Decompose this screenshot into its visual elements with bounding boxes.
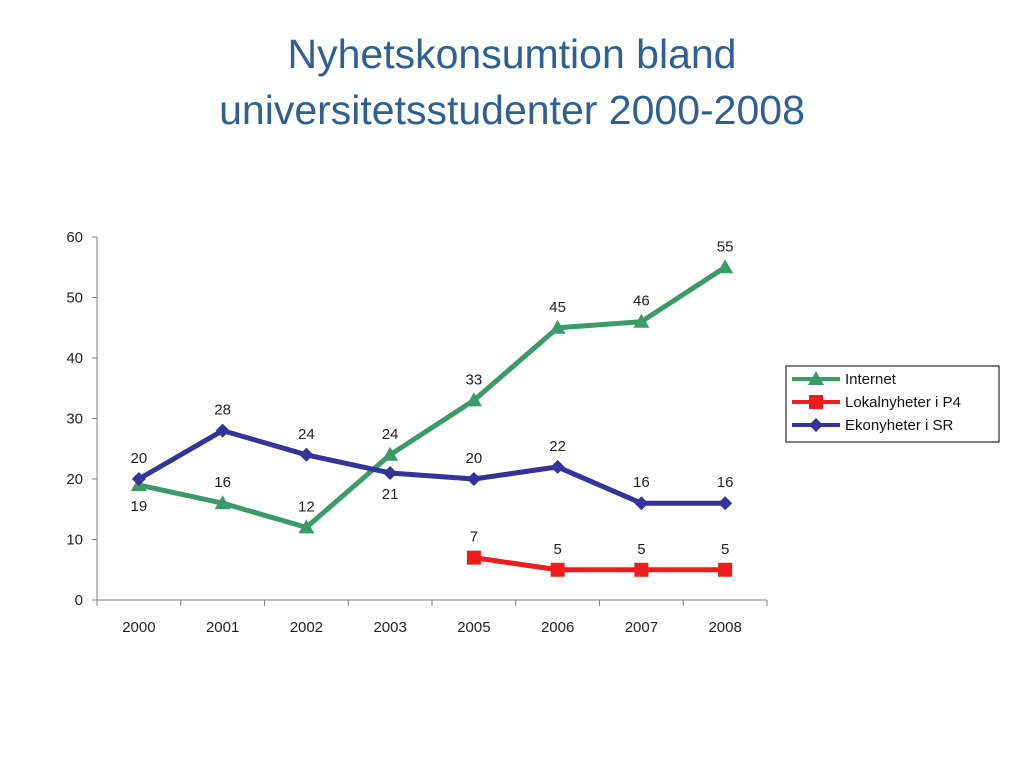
y-tick-label: 20 — [66, 471, 83, 488]
data-point-ekonyheter-i-sr — [466, 472, 481, 486]
legend-marker-internet — [808, 371, 824, 385]
x-tick-label: 2001 — [206, 619, 239, 636]
data-point-lokalnyheter-i-p4 — [466, 550, 481, 565]
x-tick-label: 2003 — [373, 619, 406, 636]
data-point-ekonyheter-i-sr — [550, 459, 565, 474]
data-label-ekonyheter-i-sr: 20 — [466, 450, 483, 467]
data-label-ekonyheter-i-sr: 16 — [717, 474, 734, 491]
data-point-internet — [633, 313, 650, 328]
data-label-lokalnyheter-i-p4: 5 — [553, 541, 561, 558]
x-tick-label: 2006 — [541, 619, 574, 636]
y-tick-label: 0 — [75, 592, 83, 609]
data-label-ekonyheter-i-sr: 16 — [633, 474, 650, 491]
data-label-internet: 19 — [131, 498, 148, 515]
legend-label-ekonyheter-i-sr: Ekonyheter i SR — [845, 417, 954, 434]
data-label-lokalnyheter-i-p4: 5 — [637, 541, 645, 558]
data-label-ekonyheter-i-sr: 21 — [382, 486, 399, 503]
data-point-internet — [549, 319, 566, 334]
data-point-ekonyheter-i-sr — [718, 496, 733, 511]
data-point-lokalnyheter-i-p4 — [634, 562, 649, 577]
y-tick-label: 50 — [66, 290, 83, 307]
data-label-internet: 12 — [298, 498, 315, 515]
title-line-2: universitetsstudenter 2000-2008 — [219, 87, 805, 133]
data-point-internet — [382, 446, 399, 461]
chart-legend: Internet Lokalnyheter i P4 Ekonyheter i SR — [785, 365, 1000, 443]
data-point-internet — [298, 519, 315, 534]
legend-label-lokalnyheter-i-p4: Lokalnyheter i P4 — [845, 394, 961, 411]
data-label-internet: 24 — [382, 426, 399, 443]
slide-title: Nyhetskonsumtion bland universitetsstude… — [0, 26, 1024, 138]
y-tick-label: 30 — [66, 411, 83, 428]
series-line-internet — [136, 264, 728, 530]
data-label-lokalnyheter-i-p4: 7 — [470, 529, 478, 546]
x-tick-label: 2008 — [708, 619, 741, 636]
title-line-1: Nyhetskonsumtion bland — [287, 31, 737, 77]
data-label-ekonyheter-i-sr: 28 — [214, 402, 231, 419]
y-tick-label: 10 — [66, 532, 83, 549]
y-tick-label: 40 — [66, 350, 83, 367]
data-point-internet — [465, 392, 482, 407]
x-tick-label: 2005 — [457, 619, 490, 636]
data-label-internet: 46 — [633, 293, 650, 310]
chart-series — [130, 259, 734, 577]
data-label-internet: 55 — [717, 238, 734, 255]
data-label-internet: 33 — [466, 371, 483, 388]
chart-axes: 0 10 20 30 40 50 60 2000 2001 2002 2003 2005 2006 200… — [66, 229, 768, 636]
x-tick-label: 2000 — [122, 619, 155, 636]
data-point-lokalnyheter-i-p4 — [550, 562, 565, 577]
data-label-ekonyheter-i-sr: 20 — [131, 450, 148, 467]
data-label-internet: 45 — [549, 299, 566, 316]
series-line-ekonyheter-i-sr — [136, 428, 728, 506]
data-point-lokalnyheter-i-p4 — [718, 562, 733, 577]
x-tick-label: 2007 — [625, 619, 658, 636]
legend-label-internet: Internet — [845, 371, 897, 388]
y-tick-label: 60 — [66, 229, 83, 246]
data-point-ekonyheter-i-sr — [215, 423, 230, 438]
data-point-ekonyheter-i-sr — [131, 472, 146, 486]
data-point-internet — [214, 495, 231, 510]
series-line-lokalnyheter-i-p4 — [471, 555, 728, 573]
data-label-lokalnyheter-i-p4: 5 — [721, 541, 729, 558]
legend-marker-lokalnyheter-i-p4 — [809, 395, 823, 409]
data-label-ekonyheter-i-sr: 24 — [298, 426, 315, 443]
data-label-internet: 16 — [214, 474, 231, 491]
legend-marker-ekonyheter-i-sr — [809, 418, 823, 432]
data-point-ekonyheter-i-sr — [299, 447, 314, 462]
data-label-ekonyheter-i-sr: 22 — [549, 438, 566, 455]
data-point-internet — [717, 259, 734, 274]
data-point-ekonyheter-i-sr — [383, 465, 398, 480]
x-tick-label: 2002 — [290, 619, 323, 636]
data-point-ekonyheter-i-sr — [634, 496, 649, 511]
